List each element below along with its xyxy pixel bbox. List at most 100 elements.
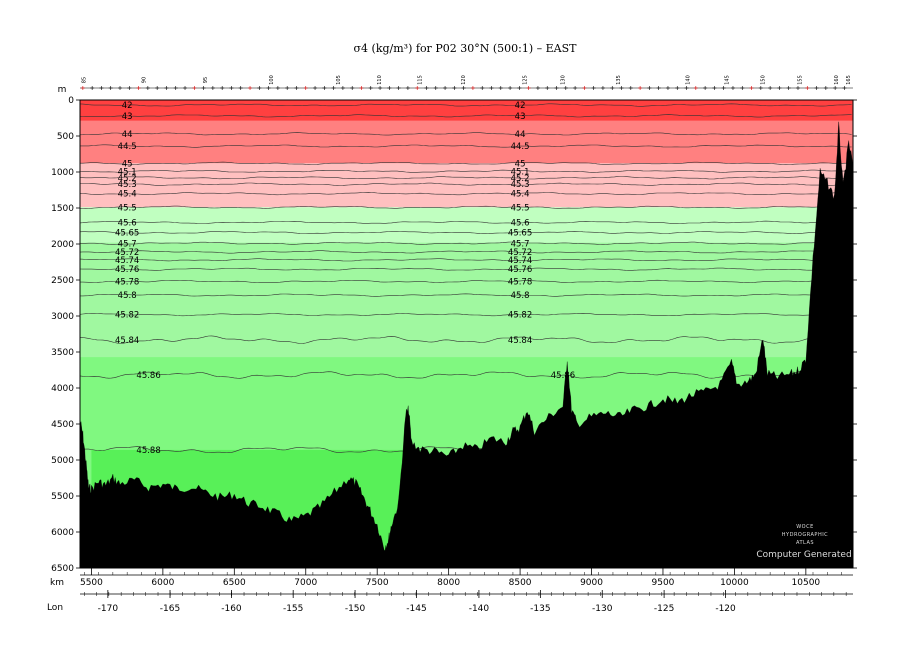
station-label-85: 85 bbox=[82, 77, 88, 83]
lon-tick-label: -150 bbox=[345, 604, 366, 614]
contour-label-45.6-0: 45.6 bbox=[118, 218, 137, 228]
lon-tick-label: -160 bbox=[221, 604, 242, 614]
station-label-90: 90 bbox=[142, 77, 148, 83]
contour-label-45.4-1: 45.4 bbox=[511, 190, 530, 200]
y-tick-label-0: 0 bbox=[68, 96, 74, 106]
contour-label-45.4-0: 45.4 bbox=[118, 190, 137, 200]
contour-label-45.2-1: 45.2 bbox=[511, 174, 530, 184]
contour-label-45.88-0: 45.88 bbox=[136, 446, 160, 456]
contour-line-45.78 bbox=[80, 279, 852, 283]
contour-label-45.76-1: 45.76 bbox=[508, 265, 532, 275]
contour-label-45.65-0: 45.65 bbox=[115, 228, 139, 238]
lon-tick-label: -135 bbox=[530, 604, 550, 614]
contour-label-45.7-0: 45.7 bbox=[118, 239, 137, 249]
contour-line-45.7 bbox=[80, 241, 852, 245]
contour-label-44.5-0: 44.5 bbox=[118, 142, 137, 152]
x-tick-label-10500: 10500 bbox=[792, 578, 821, 588]
color-band-3 bbox=[80, 207, 853, 243]
y-tick-label-6000: 6000 bbox=[51, 528, 74, 538]
contour-label-45.72-1: 45.72 bbox=[508, 248, 532, 258]
contour-label-45.86-0: 45.86 bbox=[136, 371, 160, 381]
x-tick-label-6000: 6000 bbox=[151, 578, 174, 588]
plot-border bbox=[79, 99, 854, 569]
color-band-0 bbox=[80, 100, 853, 121]
lon-tick-label: -145 bbox=[406, 604, 426, 614]
contour-label-43-1: 43 bbox=[515, 112, 526, 122]
station-label-165: 165 bbox=[846, 75, 852, 85]
contour-line-45.3 bbox=[80, 182, 852, 186]
y-unit-label: m bbox=[58, 85, 67, 95]
y-tick-label-4000: 4000 bbox=[51, 384, 74, 394]
y-tick-label-3000: 3000 bbox=[51, 312, 74, 322]
contour-line-45 bbox=[80, 161, 852, 165]
station-label-140: 140 bbox=[685, 75, 691, 85]
x-tick-label-9000: 9000 bbox=[580, 578, 603, 588]
contour-line-45.6 bbox=[80, 220, 852, 224]
y-tick-label-5500: 5500 bbox=[51, 492, 74, 502]
contour-label-45-0: 45 bbox=[122, 159, 133, 169]
x-tick-label-7000: 7000 bbox=[294, 578, 317, 588]
station-label-150: 150 bbox=[760, 75, 766, 85]
contour-label-44-0: 44 bbox=[122, 130, 133, 140]
watermark-line1: WOCE bbox=[796, 524, 814, 530]
contour-line-45.84 bbox=[80, 335, 852, 344]
station-label-135: 135 bbox=[616, 75, 622, 85]
contour-label-45.1-0: 45.1 bbox=[118, 167, 137, 177]
contour-label-45.6-1: 45.6 bbox=[511, 218, 530, 228]
watermark: WOCE HYDROGRAPHIC ATLAS Computer Generat… bbox=[756, 524, 851, 560]
contour-label-45.5-1: 45.5 bbox=[511, 203, 530, 213]
color-band-1 bbox=[80, 120, 853, 164]
lon-tick-label: -125 bbox=[654, 604, 674, 614]
lon-tick-label: -170 bbox=[98, 604, 119, 614]
contour-label-45.76-0: 45.76 bbox=[115, 265, 139, 275]
x-tick-label-6500: 6500 bbox=[223, 578, 246, 588]
contour-label-45.5-0: 45.5 bbox=[118, 203, 137, 213]
contour-label-45.72-0: 45.72 bbox=[115, 248, 139, 258]
contour-line-45.2 bbox=[80, 176, 852, 180]
contour-line-45.65 bbox=[80, 230, 852, 235]
contour-label-45.3-1: 45.3 bbox=[511, 180, 530, 190]
contour-label-45.78-1: 45.78 bbox=[508, 277, 532, 287]
contour-label-42-1: 42 bbox=[515, 101, 526, 111]
chart-title: σ4 (kg/m³) for P02 30°N (500:1) – EAST bbox=[354, 42, 578, 55]
contour-line-44 bbox=[80, 132, 852, 136]
lon-tick-label: -140 bbox=[469, 604, 490, 614]
watermark-line2: HYDROGRAPHIC bbox=[782, 532, 828, 538]
contour-line-45.72 bbox=[80, 250, 852, 254]
station-label-105: 105 bbox=[336, 75, 342, 85]
station-label-120: 120 bbox=[461, 75, 467, 85]
x-unit-label: km bbox=[50, 578, 64, 588]
station-label-125: 125 bbox=[523, 75, 529, 85]
station-label-100: 100 bbox=[269, 75, 275, 85]
contour-label-45.2-0: 45.2 bbox=[118, 174, 137, 184]
contour-line-44.5 bbox=[80, 144, 852, 148]
y-tick-label-500: 500 bbox=[57, 132, 74, 142]
contour-line-45.4 bbox=[80, 191, 852, 196]
lon-tick-label: -165 bbox=[160, 604, 180, 614]
contour-line-45.8 bbox=[80, 293, 852, 297]
station-label-130: 130 bbox=[560, 75, 566, 85]
y-tick-label-3500: 3500 bbox=[51, 348, 74, 358]
contour-label-45.86-1: 45.86 bbox=[551, 371, 575, 381]
x-tick-label-7500: 7500 bbox=[366, 578, 389, 588]
y-tick-label-4500: 4500 bbox=[51, 420, 74, 430]
lon-tick-label: -130 bbox=[592, 604, 613, 614]
station-label-155: 155 bbox=[798, 75, 804, 85]
contour-line-43 bbox=[80, 114, 852, 118]
y-tick-label-1500: 1500 bbox=[51, 204, 74, 214]
x-tick-label-8000: 8000 bbox=[437, 578, 460, 588]
contour-label-45.3-0: 45.3 bbox=[118, 180, 137, 190]
y-tick-label-1000: 1000 bbox=[51, 168, 74, 178]
contour-label-45.84-0: 45.84 bbox=[115, 336, 139, 346]
contour-label-45.7-1: 45.7 bbox=[511, 239, 530, 249]
contour-label-45-1: 45 bbox=[515, 159, 526, 169]
station-label-110: 110 bbox=[377, 75, 383, 85]
contour-label-43-0: 43 bbox=[122, 112, 133, 122]
contour-label-45.82-0: 45.82 bbox=[115, 311, 139, 321]
contour-label-45.74-0: 45.74 bbox=[115, 256, 139, 266]
y-tick-label-2000: 2000 bbox=[51, 240, 74, 250]
x-tick-label-8500: 8500 bbox=[509, 578, 532, 588]
axes: 0 500 1000 1500 2000 2500 3000 3500 4000 4500 5000… bbox=[51, 75, 857, 614]
y-tick-label-2500: 2500 bbox=[51, 276, 74, 286]
